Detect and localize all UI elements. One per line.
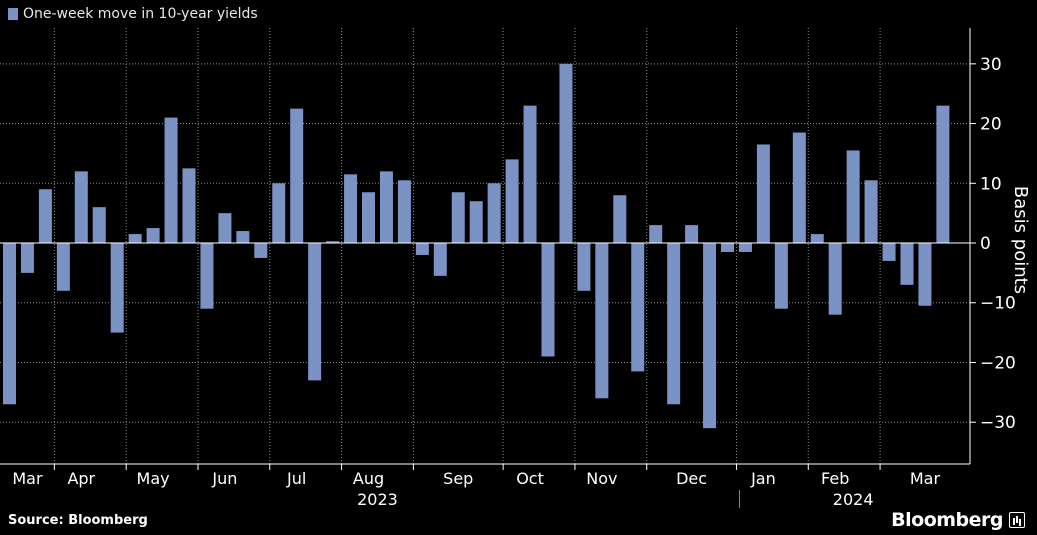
bar (523, 105, 537, 244)
bar (326, 241, 340, 244)
bar (308, 243, 322, 381)
bar (290, 108, 304, 244)
bar (936, 105, 950, 244)
bar (146, 228, 160, 244)
x-tick-label: Jan (750, 469, 776, 488)
bar (272, 183, 286, 244)
bar (918, 243, 932, 306)
bar (685, 225, 699, 244)
y-tick-label: 0 (980, 234, 991, 254)
bar (433, 243, 447, 276)
bar (200, 243, 214, 309)
x-tick-label: Oct (516, 469, 544, 488)
bar (20, 243, 34, 273)
y-tick-label: 10 (980, 174, 1002, 194)
brand-logo: Bloomberg (891, 509, 1025, 531)
bar (487, 183, 501, 244)
legend: One-week move in 10-year yields (8, 4, 258, 24)
bar (774, 243, 788, 309)
y-tick-label: −10 (980, 294, 1016, 314)
bar (344, 174, 358, 244)
chart-icon (1009, 512, 1025, 528)
source-note: Source: Bloomberg (8, 513, 148, 528)
x-tick-label: Apr (67, 469, 95, 488)
y-tick-label: 20 (980, 115, 1002, 135)
year-label: 2023 (357, 490, 398, 509)
bar (110, 243, 124, 333)
legend-swatch (8, 8, 18, 20)
bar (38, 189, 52, 244)
x-tick-label: Jul (286, 469, 306, 488)
x-tick-label: Nov (586, 469, 617, 488)
brand-name: Bloomberg (891, 509, 1003, 531)
bar (559, 63, 573, 244)
bar (451, 192, 465, 244)
x-tick-label: Sep (443, 469, 473, 488)
y-axis-title: Basis points (1010, 186, 1031, 294)
x-tick-label: May (137, 469, 170, 488)
bar (792, 132, 806, 244)
x-tick-label: Mar (12, 469, 43, 488)
bar (397, 180, 411, 244)
bar (846, 150, 860, 244)
bar (882, 243, 896, 261)
y-tick-label: −20 (980, 353, 1016, 373)
x-tick-label: Aug (353, 469, 384, 488)
bar (92, 207, 106, 244)
bar (182, 168, 196, 244)
bar (362, 192, 375, 244)
bar (721, 243, 734, 252)
bar (703, 243, 717, 429)
bar (218, 213, 232, 244)
bar (379, 171, 393, 244)
bar (828, 243, 842, 315)
y-tick-label: −30 (980, 413, 1016, 433)
bar (56, 243, 70, 291)
year-label: 2024 (833, 490, 874, 509)
bar (667, 243, 681, 405)
bar (3, 243, 16, 405)
bar (164, 117, 178, 244)
bar (541, 243, 555, 357)
bar (756, 144, 770, 244)
bar (236, 231, 250, 244)
bar (738, 243, 752, 252)
bar (810, 234, 824, 244)
x-tick-label: Mar (910, 469, 941, 488)
bar (254, 243, 268, 258)
bar (631, 243, 645, 372)
y-tick-label: 30 (980, 55, 1002, 75)
bar (415, 243, 429, 255)
x-tick-label: Jun (211, 469, 237, 488)
bar (128, 234, 142, 244)
bar (505, 159, 519, 244)
bar (900, 243, 914, 285)
bar (595, 243, 609, 399)
x-tick-label: Dec (676, 469, 707, 488)
legend-label: One-week move in 10-year yields (23, 6, 258, 22)
bar (577, 243, 591, 291)
bar (469, 201, 483, 244)
bar (864, 180, 878, 244)
bar (613, 195, 627, 244)
bar (649, 225, 663, 244)
bar (74, 171, 88, 244)
x-tick-label: Feb (821, 469, 849, 488)
